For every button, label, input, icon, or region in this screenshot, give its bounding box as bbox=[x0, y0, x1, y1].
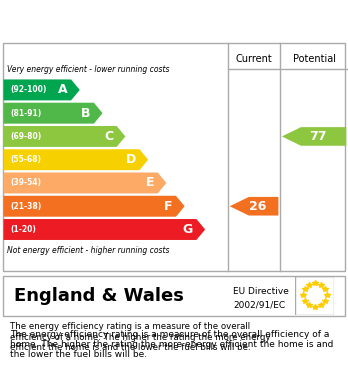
Text: E: E bbox=[146, 176, 154, 190]
Text: C: C bbox=[104, 130, 113, 143]
Text: G: G bbox=[183, 223, 193, 236]
Text: (55-68): (55-68) bbox=[10, 155, 41, 164]
Polygon shape bbox=[3, 79, 80, 100]
Polygon shape bbox=[230, 197, 278, 215]
Text: (69-80): (69-80) bbox=[10, 132, 42, 141]
Text: 26: 26 bbox=[249, 200, 266, 213]
Text: Energy Efficiency Rating: Energy Efficiency Rating bbox=[14, 11, 261, 30]
Text: D: D bbox=[126, 153, 136, 166]
Text: (39-54): (39-54) bbox=[10, 178, 41, 187]
Text: (81-91): (81-91) bbox=[10, 109, 42, 118]
Text: 77: 77 bbox=[309, 130, 326, 143]
Text: F: F bbox=[164, 200, 173, 213]
Text: England & Wales: England & Wales bbox=[14, 287, 184, 305]
Text: (92-100): (92-100) bbox=[10, 85, 47, 94]
Text: The energy efficiency rating is a measure of the overall efficiency of a home. T: The energy efficiency rating is a measur… bbox=[10, 330, 334, 359]
Text: Potential: Potential bbox=[293, 54, 335, 63]
Polygon shape bbox=[3, 172, 166, 194]
Polygon shape bbox=[3, 196, 185, 217]
Text: Current: Current bbox=[236, 54, 272, 63]
Text: (1-20): (1-20) bbox=[10, 225, 36, 234]
Text: The energy efficiency rating is a measure of the overall
efficiency of a home. T: The energy efficiency rating is a measur… bbox=[10, 322, 271, 352]
Polygon shape bbox=[3, 149, 148, 170]
Text: A: A bbox=[58, 83, 68, 97]
Text: 2002/91/EC: 2002/91/EC bbox=[233, 301, 285, 310]
Text: Not energy efficient - higher running costs: Not energy efficient - higher running co… bbox=[7, 246, 169, 255]
Polygon shape bbox=[282, 127, 346, 146]
Polygon shape bbox=[3, 219, 205, 240]
Text: EU Directive: EU Directive bbox=[233, 287, 289, 296]
Polygon shape bbox=[3, 103, 103, 124]
Text: (21-38): (21-38) bbox=[10, 202, 42, 211]
Polygon shape bbox=[3, 126, 125, 147]
Text: Very energy efficient - lower running costs: Very energy efficient - lower running co… bbox=[7, 65, 169, 74]
Text: B: B bbox=[81, 107, 90, 120]
